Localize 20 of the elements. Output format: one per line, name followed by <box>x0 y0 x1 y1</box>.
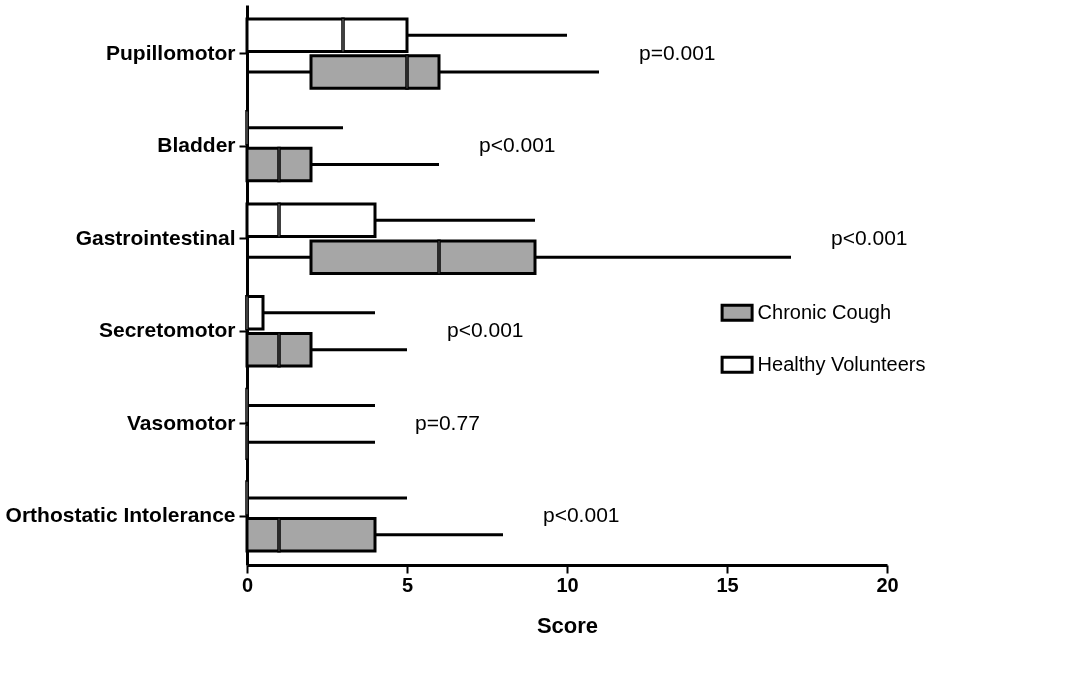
x-tick-label: 0 <box>241 573 254 596</box>
y-tick-label: Pupillomotor <box>106 40 236 64</box>
y-tick-label: Secretomotor <box>98 318 236 342</box>
x-axis-title: Score <box>536 612 599 638</box>
legend-label: Chronic Cough <box>757 300 892 323</box>
y-tick-label: Orthostatic Intolerance <box>5 503 236 527</box>
x-tick-label: 10 <box>556 573 579 596</box>
x-tick-label: 5 <box>401 573 414 596</box>
legend-label: Healthy Volunteers <box>757 352 926 375</box>
x-tick-label: 20 <box>876 573 899 596</box>
x-tick-label: 15 <box>716 573 739 596</box>
y-tick-label: Vasomotor <box>126 410 236 434</box>
annotation: p=0.77 <box>415 410 480 434</box>
y-tick-label: Gastrointestinal <box>75 225 236 249</box>
annotation: p<0.001 <box>447 318 524 342</box>
annotation: p=0.001 <box>639 40 716 64</box>
annotation: p<0.001 <box>543 503 620 527</box>
annotation: p<0.001 <box>479 133 556 157</box>
y-tick-label: Bladder <box>157 133 236 157</box>
annotation: p<0.001 <box>831 225 908 249</box>
